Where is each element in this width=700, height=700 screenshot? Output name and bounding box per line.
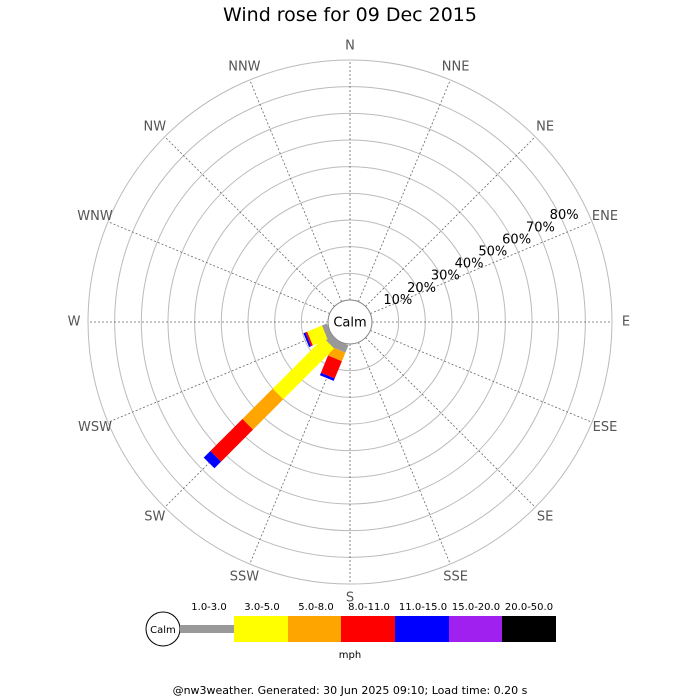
chart-title: Wind rose for 09 Dec 2015 [223, 4, 477, 26]
legend-swatch [341, 616, 395, 642]
bar-segment-sw [242, 388, 284, 430]
radial-tick-label: 80% [550, 208, 579, 223]
grid-ring [220, 192, 480, 452]
radial-tick-label: 60% [502, 232, 531, 247]
radial-tick-label: 40% [455, 257, 484, 272]
calm-circle [327, 299, 373, 345]
direction-label-sw: SW [144, 510, 165, 525]
spoke-nne [358, 79, 451, 302]
direction-label-nne: NNE [442, 60, 470, 75]
direction-label-ene: ENE [592, 209, 618, 224]
radial-tick-label: 10% [383, 293, 412, 308]
spoke-ene [370, 221, 593, 314]
legend-label: 8.0-11.0 [348, 602, 390, 613]
legend-swatch [449, 616, 503, 642]
legend-label: 3.0-5.0 [244, 602, 279, 613]
direction-label-ssw: SSW [230, 569, 260, 584]
radial-tick-label: 30% [431, 269, 460, 284]
bar-segment-sw [210, 419, 253, 462]
bar-segment-ssw [328, 346, 346, 362]
direction-label-wsw: WSW [78, 420, 112, 435]
bar-segment-wsw [321, 323, 333, 340]
direction-spokes [88, 60, 612, 584]
radial-tick-label: 50% [478, 244, 507, 259]
legend-swatch [288, 616, 342, 642]
legend-swatch [180, 625, 234, 633]
legend-swatch [395, 616, 449, 642]
spoke-ssw [249, 342, 342, 565]
grid-ring [300, 272, 400, 372]
footer-text: @nw3weather. Generated: 30 Jun 2025 09:1… [172, 684, 528, 697]
legend-label: 15.0-20.0 [452, 602, 500, 613]
direction-label-e: E [622, 315, 630, 330]
spoke-nw [164, 136, 335, 307]
spoke-ese [370, 330, 593, 423]
spoke-wnw [107, 221, 330, 314]
direction-label-w: W [68, 315, 81, 330]
bar-segment-ssw [320, 355, 342, 379]
direction-label-ne: NE [536, 119, 554, 134]
spoke-se [365, 337, 536, 508]
bar-segment-sw [272, 337, 335, 400]
legend-label: 20.0-50.0 [505, 602, 553, 613]
bar-segment-ssw [319, 372, 335, 381]
direction-labels: N NNE NE ENE E ESE SE SSE S SSW SW WSW W WNW NW NNW [68, 39, 631, 606]
radial-tick-label: 20% [407, 281, 436, 296]
legend-label: 5.0-8.0 [298, 602, 333, 613]
direction-label-ese: ESE [593, 420, 618, 435]
speed-legend: Calm 1.0-3.0 3.0-5.0 5.0-8.0 8.0-11.0 11.0-15… [145, 602, 556, 661]
radial-tick-label: 70% [526, 220, 555, 235]
spoke-sse [358, 342, 451, 565]
bar-segment-wsw [307, 325, 328, 346]
direction-label-s: S [346, 591, 354, 606]
bar-segment-sw [203, 451, 221, 469]
legend-unit: mph [339, 650, 361, 661]
legend-swatch [502, 616, 556, 642]
legend-calm-label: Calm [150, 625, 176, 636]
spoke-ne [365, 136, 536, 307]
legend-swatch [234, 616, 288, 642]
legend-label: 1.0-3.0 [191, 602, 226, 613]
grid-ring [140, 112, 560, 532]
radial-tick-labels: 10%20%30%40%50%60%70%80% [383, 208, 578, 308]
bar-segment-wsw [303, 332, 312, 347]
legend-label: 11.0-15.0 [399, 602, 447, 613]
spoke-nnw [249, 79, 342, 302]
direction-label-n: N [345, 39, 355, 54]
grid-ring [87, 59, 613, 585]
spoke-wsw [107, 330, 330, 423]
direction-label-se: SE [537, 510, 553, 525]
direction-label-wnw: WNW [77, 209, 113, 224]
direction-label-nw: NW [144, 119, 167, 134]
wind-bars [203, 323, 349, 469]
direction-label-nnw: NNW [228, 60, 260, 75]
bar-segment-wsw [305, 331, 313, 347]
direction-label-sse: SSE [443, 569, 468, 584]
calm-label: Calm [333, 316, 366, 331]
